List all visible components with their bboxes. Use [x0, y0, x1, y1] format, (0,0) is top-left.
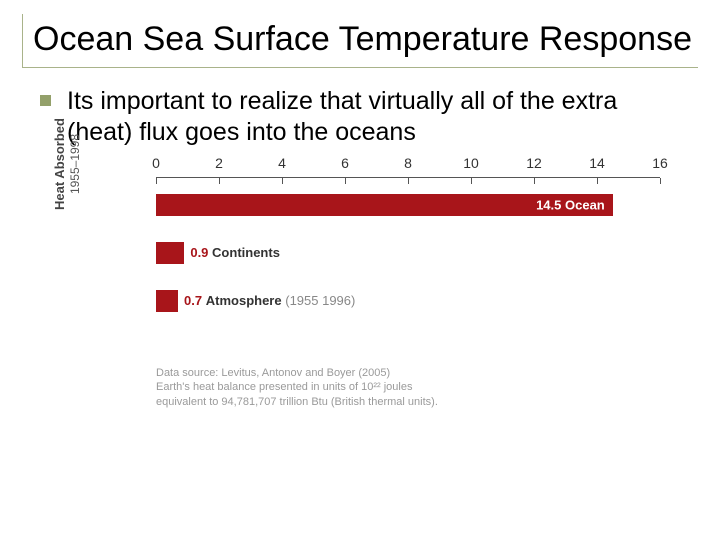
y-axis-label-main: Heat Absorbed: [52, 118, 67, 210]
x-tick-mark: [156, 178, 157, 184]
x-tick-label: 4: [278, 155, 286, 171]
x-axis-ticks: 0246810121416: [156, 155, 660, 175]
bar: [156, 290, 178, 312]
heat-absorbed-chart: Heat Absorbed 1955–1998 0246810121416 14…: [118, 177, 660, 348]
bar-row: 0.9 Continents: [156, 242, 280, 264]
x-tick-mark: [534, 178, 535, 184]
bar-label: 14.5 Ocean: [536, 197, 605, 212]
title-block: Ocean Sea Surface Temperature Response: [22, 14, 698, 68]
x-tick-label: 10: [463, 155, 479, 171]
x-tick-mark: [345, 178, 346, 184]
x-tick-mark: [219, 178, 220, 184]
slide: Ocean Sea Surface Temperature Response I…: [0, 0, 720, 540]
x-tick-mark: [408, 178, 409, 184]
bar-label: 0.7 Atmosphere (1955 1996): [184, 293, 355, 308]
x-tick-label: 8: [404, 155, 412, 171]
x-tick-mark: [597, 178, 598, 184]
bar: 14.5 Ocean: [156, 194, 613, 216]
caption-line: Earth's heat balance presented in units …: [156, 380, 698, 395]
bar-row: 0.7 Atmosphere (1955 1996): [156, 290, 355, 312]
page-title: Ocean Sea Surface Temperature Response: [33, 20, 698, 59]
x-tick-mark: [660, 178, 661, 184]
x-tick-label: 12: [526, 155, 542, 171]
bar-label: 0.9 Continents: [190, 245, 280, 260]
x-tick-label: 6: [341, 155, 349, 171]
chart-caption: Data source: Levitus, Antonov and Boyer …: [156, 366, 698, 411]
x-tick-mark: [282, 178, 283, 184]
bar: [156, 242, 184, 264]
x-tick-mark: [471, 178, 472, 184]
x-tick-label: 2: [215, 155, 223, 171]
bullet-row: Its important to realize that virtually …: [22, 86, 698, 149]
caption-line: equivalent to 94,781,707 trillion Btu (B…: [156, 395, 698, 410]
square-bullet-icon: [40, 95, 51, 106]
bar-row: 14.5 Ocean: [156, 194, 613, 216]
y-axis-label-sub: 1955–1998: [68, 99, 82, 229]
plot-area: 14.5 Ocean 0.9 Continents 0.7 Atmosphere (…: [156, 177, 660, 348]
caption-line: Data source: Levitus, Antonov and Boyer …: [156, 366, 698, 381]
x-tick-label: 0: [152, 155, 160, 171]
bullet-text: Its important to realize that virtually …: [67, 86, 688, 149]
x-tick-label: 14: [589, 155, 605, 171]
y-axis-label: Heat Absorbed 1955–1998: [52, 99, 82, 229]
x-tick-label: 16: [652, 155, 668, 171]
